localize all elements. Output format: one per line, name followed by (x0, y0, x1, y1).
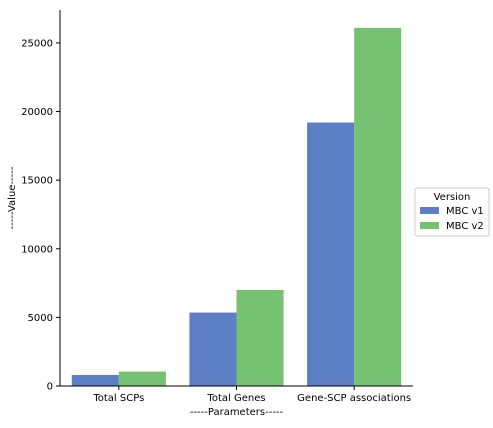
y-tick-label: 25000 (21, 38, 53, 49)
legend: Version MBC v1 MBC v2 (414, 187, 490, 237)
bar-mbc-v1-total-scps (71, 375, 119, 386)
bar-mbc-v1-total-genes (189, 312, 237, 386)
legend-label: MBC v1 (446, 206, 484, 217)
legend-title: Version (434, 192, 471, 203)
legend-swatch (420, 222, 439, 229)
x-axis-title: -----Parameters----- (190, 407, 284, 418)
x-ticks: Total SCPs Total Genes Gene-SCP associatio… (92, 386, 411, 404)
legend-label: MBC v2 (446, 221, 484, 232)
y-tick-label: 15000 (21, 176, 53, 187)
x-tick-label: Total Genes (206, 393, 265, 404)
y-tick-label: 10000 (21, 244, 53, 255)
y-tick-label: 0 (47, 382, 53, 393)
bar-mbc-v2-total-scps (118, 371, 166, 386)
x-tick-label: Total SCPs (92, 393, 144, 404)
y-axis-title: -----Value----- (7, 166, 18, 229)
bars-layer (71, 27, 402, 387)
bar-mbc-v2-total-genes (236, 289, 284, 386)
x-tick-label: Gene-SCP associations (297, 393, 411, 404)
bar-mbc-v1-gene-scp-associations (307, 122, 355, 386)
legend-items: MBC v1 MBC v2 (420, 206, 484, 232)
bar-mbc-v2-gene-scp-associations (354, 27, 402, 387)
y-ticks: 0 5000 10000 15000 20000 25000 (21, 38, 60, 393)
legend-swatch (420, 207, 439, 214)
y-tick-label: 5000 (28, 313, 53, 324)
y-tick-label: 20000 (21, 107, 53, 118)
